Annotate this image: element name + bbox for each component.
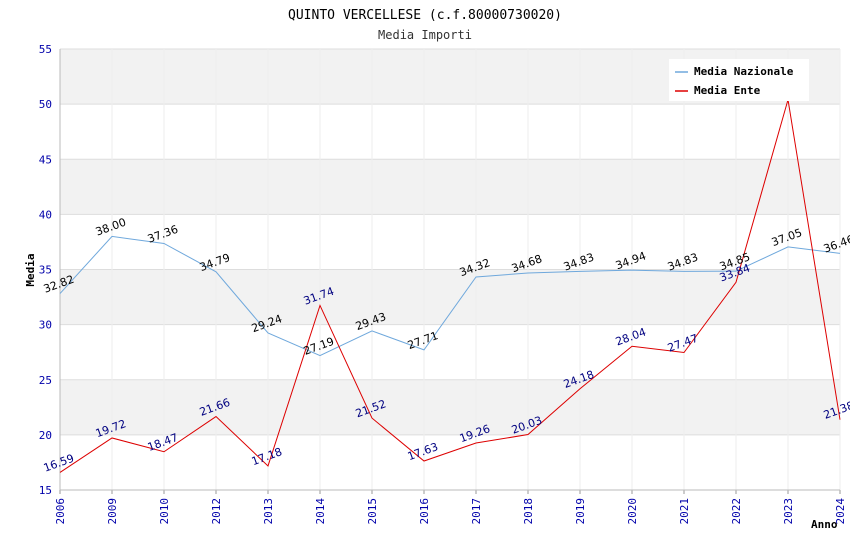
x-tick-label-2023: 2023 xyxy=(782,498,795,525)
x-axis-label: Anno xyxy=(811,518,838,531)
x-tick-label-2010: 2010 xyxy=(158,498,171,525)
y-tick-label-55: 55 xyxy=(39,43,52,56)
x-tick-label-2009: 2009 xyxy=(106,498,119,525)
band-0 xyxy=(60,434,840,490)
x-tick-label-2015: 2015 xyxy=(366,498,379,525)
x-tick-label-2012: 2012 xyxy=(210,498,223,525)
x-tick-label-2020: 2020 xyxy=(626,498,639,525)
x-tick-label-2018: 2018 xyxy=(522,498,535,525)
chart-subtitle: Media Importi xyxy=(378,28,472,42)
chart-title: QUINTO VERCELLESE (c.f.80000730020) xyxy=(288,8,562,23)
axes: 15 20 25 30 35 40 45 50 55 2006 2009 2010 2012 2013 20… xyxy=(39,43,847,525)
x-tick-label-2022: 2022 xyxy=(730,498,743,525)
x-tick-label-2006: 2006 xyxy=(54,498,67,525)
x-tick-label-2017: 2017 xyxy=(470,498,483,525)
band-5 xyxy=(60,159,840,215)
background-bands xyxy=(60,49,840,490)
series-line-media-ente xyxy=(59,99,841,473)
y-tick-label-25: 25 xyxy=(39,374,52,387)
y-tick-label-45: 45 xyxy=(39,153,52,166)
legend-label-media-nazionale: Media Nazionale xyxy=(694,65,794,78)
y-tick-label-50: 50 xyxy=(39,98,52,111)
band-6 xyxy=(60,104,840,160)
y-tick-label-40: 40 xyxy=(39,208,52,221)
band-1 xyxy=(60,379,840,435)
x-tick-label-2014: 2014 xyxy=(314,498,327,525)
x-tick-label-2016: 2016 xyxy=(418,498,431,525)
y-tick-label-30: 30 xyxy=(39,319,52,332)
series-line-media-nazionale xyxy=(59,235,841,357)
legend: Media Nazionale Media Ente xyxy=(669,59,809,101)
y-axis-label: Media xyxy=(24,253,37,286)
x-tick-label-2021: 2021 xyxy=(678,498,691,525)
x-tick-label-2024: 2024 xyxy=(834,498,847,525)
legend-label-media-ente: Media Ente xyxy=(694,84,761,97)
x-tick-label-2013: 2013 xyxy=(262,498,275,525)
series-lines xyxy=(59,99,841,473)
y-tick-label-20: 20 xyxy=(39,429,52,442)
band-4 xyxy=(60,214,840,270)
y-tick-label-35: 35 xyxy=(39,264,52,277)
y-tick-label-15: 15 xyxy=(39,484,52,497)
x-tick-label-2019: 2019 xyxy=(574,498,587,525)
band-2 xyxy=(60,324,840,380)
band-3 xyxy=(60,269,840,325)
legend-box xyxy=(669,59,809,101)
